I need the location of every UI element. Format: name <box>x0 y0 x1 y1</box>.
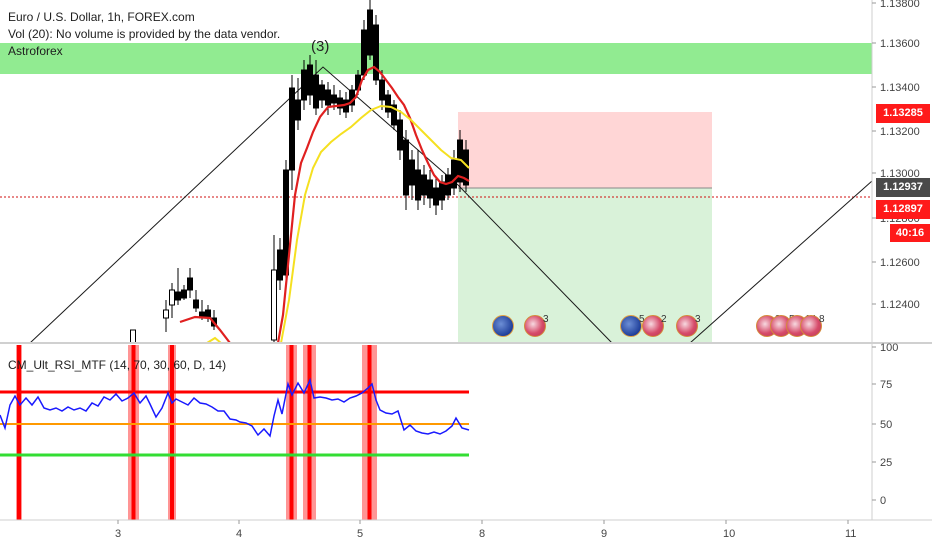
price-axis[interactable]: 1.138001.136001.134001.132001.130001.128… <box>872 0 920 311</box>
candle-body <box>307 64 313 96</box>
candle-body <box>409 159 415 186</box>
candle-body <box>445 174 451 196</box>
candle-body <box>313 74 319 109</box>
volume-indicator-label[interactable]: Vol (20): No volume is provided by the d… <box>8 27 281 41</box>
candle-body <box>367 9 373 56</box>
candle-body <box>385 94 391 113</box>
rsi-overbought-marker <box>17 345 21 520</box>
candle-body <box>289 87 295 171</box>
ema-fast-line-2 <box>276 65 470 344</box>
price-tick-label: 1.13000 <box>880 168 920 180</box>
candle-body <box>277 249 283 281</box>
author-label: Astroforex <box>8 44 63 58</box>
ema-slow-line-2 <box>280 104 470 344</box>
event-count-label: 2 <box>661 314 667 325</box>
resistance-zone <box>0 43 872 74</box>
candle-body <box>181 289 187 299</box>
us-flag-icon[interactable] <box>676 315 698 337</box>
candle-body <box>130 329 136 344</box>
candle-body <box>331 94 337 104</box>
time-tick-label: 11 <box>845 528 856 540</box>
rsi-axis[interactable]: 100 75 50 25 0 <box>872 342 898 507</box>
price-tag-current: 1.12897 <box>876 200 930 219</box>
rsi-indicator-title[interactable]: CM_Ult_RSI_MTF (14, 70, 30, 60, D, 14) <box>8 358 227 372</box>
rsi-tick-label: 25 <box>880 457 892 469</box>
price-tick-label: 1.13200 <box>880 126 920 138</box>
price-tag-entry: 1.12937 <box>876 178 930 197</box>
price-tick-label: 1.13600 <box>880 38 920 50</box>
wave-line <box>29 66 613 344</box>
eu-flag-icon[interactable] <box>492 315 514 337</box>
candle-body <box>379 79 385 101</box>
time-tick-label: 9 <box>601 528 607 540</box>
rsi-line <box>0 377 470 438</box>
time-axis[interactable]: 3 4 5 8 9 10 11 <box>115 520 856 540</box>
candle-body <box>373 24 379 81</box>
price-tick-label: 1.12400 <box>880 299 920 311</box>
event-count-label: 3 <box>543 314 549 325</box>
candle-body <box>193 299 199 309</box>
time-tick-label: 5 <box>357 528 363 540</box>
candle-body <box>271 269 277 341</box>
candle-body <box>415 169 421 201</box>
candle-body <box>433 187 439 206</box>
price-tick-label: 1.13800 <box>880 0 920 10</box>
event-count-label: 8 <box>819 314 825 325</box>
price-tick-label: 1.12600 <box>880 257 920 269</box>
eu-flag-icon[interactable] <box>620 315 642 337</box>
ema-fast-line <box>179 315 231 344</box>
rsi-tick-label: 0 <box>880 495 886 507</box>
time-tick-label: 10 <box>723 528 735 540</box>
rsi-overbought-marker <box>289 345 294 520</box>
rsi-tick-label: 100 <box>880 342 898 354</box>
candle-body <box>295 99 301 121</box>
ema-slow-line <box>206 336 222 344</box>
candle-body <box>421 174 427 196</box>
us-flag-icon[interactable] <box>642 315 664 337</box>
rsi-tick-label: 75 <box>880 379 892 391</box>
stop-loss-zone <box>458 112 712 188</box>
chart-legend: Euro / U.S. Dollar, 1h, FOREX.com Vol (2… <box>8 9 280 60</box>
us-flag-icon[interactable] <box>524 315 546 337</box>
wave-count-label: (3) <box>311 38 330 55</box>
rsi-tick-label: 50 <box>880 419 892 431</box>
price-tick-label: 1.13400 <box>880 82 920 94</box>
time-tick-label: 4 <box>236 528 242 540</box>
event-count-label: 3 <box>695 314 701 325</box>
rsi-overbought-marker <box>170 345 174 520</box>
wave-line-2 <box>689 180 873 344</box>
candle-body <box>427 179 433 199</box>
event-count-label: 5 <box>639 314 645 325</box>
rsi-overbought-marker <box>131 345 136 520</box>
rsi-overbought-marker <box>367 345 372 520</box>
candle-body <box>163 309 169 319</box>
candle-body <box>439 181 445 201</box>
time-tick-label: 8 <box>479 528 485 540</box>
candle-body <box>403 139 409 196</box>
candle-body <box>391 104 397 126</box>
candle-body <box>451 159 457 189</box>
candle-body <box>361 29 367 76</box>
candle-body <box>325 89 331 106</box>
time-tick-label: 3 <box>115 528 121 540</box>
candle-body <box>169 289 175 306</box>
price-tag-stop: 1.13285 <box>876 104 930 123</box>
candle-body <box>337 97 343 109</box>
candle-body <box>175 291 181 301</box>
bar-countdown-timer: 40:16 <box>890 224 930 242</box>
candle-body <box>319 84 325 101</box>
candle-body <box>187 277 193 291</box>
candle-body <box>301 69 307 101</box>
us-flag-icon[interactable] <box>800 315 822 337</box>
rsi-overbought-marker <box>307 345 312 520</box>
candle-body <box>397 119 403 151</box>
symbol-title[interactable]: Euro / U.S. Dollar, 1h, FOREX.com <box>8 10 195 24</box>
